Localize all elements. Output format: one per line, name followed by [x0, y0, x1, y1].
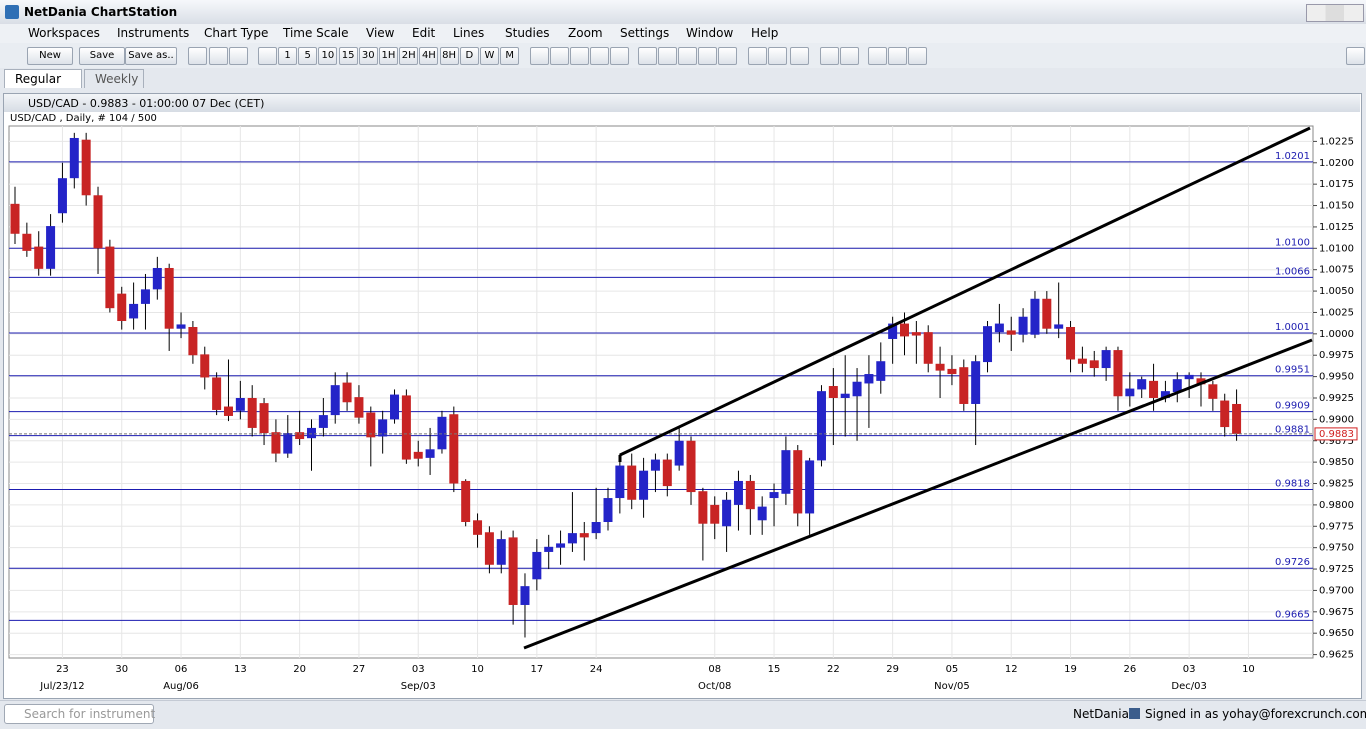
timeframe-button[interactable]: 2H	[399, 47, 419, 65]
menu-item[interactable]: Lines	[453, 26, 485, 40]
menu-item[interactable]: Studies	[505, 26, 550, 40]
timeframe-button[interactable]: D	[459, 47, 479, 65]
timeframe-button[interactable]: 5	[298, 47, 318, 65]
menu-item[interactable]: Time Scale	[283, 26, 349, 40]
toolbar-button[interactable]: New	[27, 47, 73, 65]
toolbar-icon[interactable]	[258, 47, 277, 65]
menu-item[interactable]: Edit	[412, 26, 436, 40]
timeframe-button[interactable]: 1H	[379, 47, 398, 65]
toolbar-button[interactable]: Save	[79, 47, 125, 65]
app-icon	[5, 5, 19, 19]
toolbar-icon[interactable]	[638, 47, 657, 65]
title-bar	[0, 0, 1366, 25]
toolbar-icon[interactable]	[610, 47, 629, 65]
search-box[interactable]	[4, 704, 154, 724]
toolbar-icon[interactable]	[698, 47, 717, 65]
timeframe-button[interactable]: 15	[338, 47, 358, 65]
toolbar-icon[interactable]	[188, 47, 207, 65]
user-icon	[1129, 708, 1140, 719]
chart-window-title: USD/CAD - 0.9883 - 01:00:00 07 Dec (CET)	[28, 97, 265, 110]
search-placeholder: Search for instrument	[24, 707, 156, 721]
toolbar-icon[interactable]	[590, 47, 609, 65]
menu-item[interactable]: Settings	[620, 26, 670, 40]
toolbar-icon[interactable]	[550, 47, 569, 65]
timeframe-button[interactable]: 10	[318, 47, 338, 65]
toolbar-icon[interactable]	[1346, 47, 1365, 65]
signed-in: Signed in as yohay@forexcrunch.com	[1145, 707, 1366, 721]
menu-item[interactable]: Instruments	[117, 26, 190, 40]
toolbar-icon[interactable]	[840, 47, 859, 65]
timeframe-button[interactable]: W	[480, 47, 499, 65]
toolbar-icon[interactable]	[908, 47, 927, 65]
menu-item[interactable]: Help	[751, 26, 779, 40]
toolbar-icon[interactable]	[718, 47, 737, 65]
chart-window	[3, 93, 1362, 699]
app-title: NetDania ChartStation	[24, 5, 178, 19]
menu-item[interactable]: Zoom	[568, 26, 603, 40]
toolbar-icon[interactable]	[820, 47, 839, 65]
menu-bar: Workspaces Instruments Chart Type Time Scal…	[0, 24, 1366, 43]
toolbar-icon[interactable]	[790, 47, 809, 65]
toolbar-icon[interactable]	[209, 47, 228, 65]
toolbar-icon[interactable]	[530, 47, 549, 65]
menu-item[interactable]: Workspaces	[28, 26, 100, 40]
menu-item[interactable]: Window	[686, 26, 734, 40]
window-controls[interactable]	[1306, 4, 1364, 22]
chart-window-header	[4, 94, 1360, 112]
tab-bar: Regular Weekly	[0, 68, 1366, 90]
toolbar-icon[interactable]	[768, 47, 787, 65]
toolbar-icon[interactable]	[868, 47, 887, 65]
toolbar: New Save Save as.. 1 5 10 15 30 1H 2H 4H 8H D W M	[0, 43, 1366, 69]
brand: NetDania	[1073, 707, 1129, 721]
chart-subtitle: USD/CAD , Daily, # 104 / 500	[10, 113, 157, 124]
toolbar-button[interactable]: Save as..	[125, 47, 177, 65]
tab[interactable]: Weekly	[84, 69, 144, 88]
toolbar-icon[interactable]	[888, 47, 907, 65]
toolbar-icon[interactable]	[658, 47, 677, 65]
menu-item[interactable]: View	[366, 26, 395, 40]
toolbar-icon[interactable]	[748, 47, 767, 65]
toolbar-icon[interactable]	[229, 47, 248, 65]
tab[interactable]: Regular	[4, 69, 82, 88]
toolbar-icon[interactable]	[570, 47, 589, 65]
timeframe-button[interactable]: 8H	[439, 47, 459, 65]
toolbar-icon[interactable]	[678, 47, 697, 65]
timeframe-button[interactable]: 30	[358, 47, 378, 65]
timeframe-button[interactable]: 4H	[419, 47, 439, 65]
timeframe-button[interactable]: M	[500, 47, 520, 65]
timeframe-button[interactable]: 1	[278, 47, 297, 65]
menu-item[interactable]: Chart Type	[204, 26, 269, 40]
